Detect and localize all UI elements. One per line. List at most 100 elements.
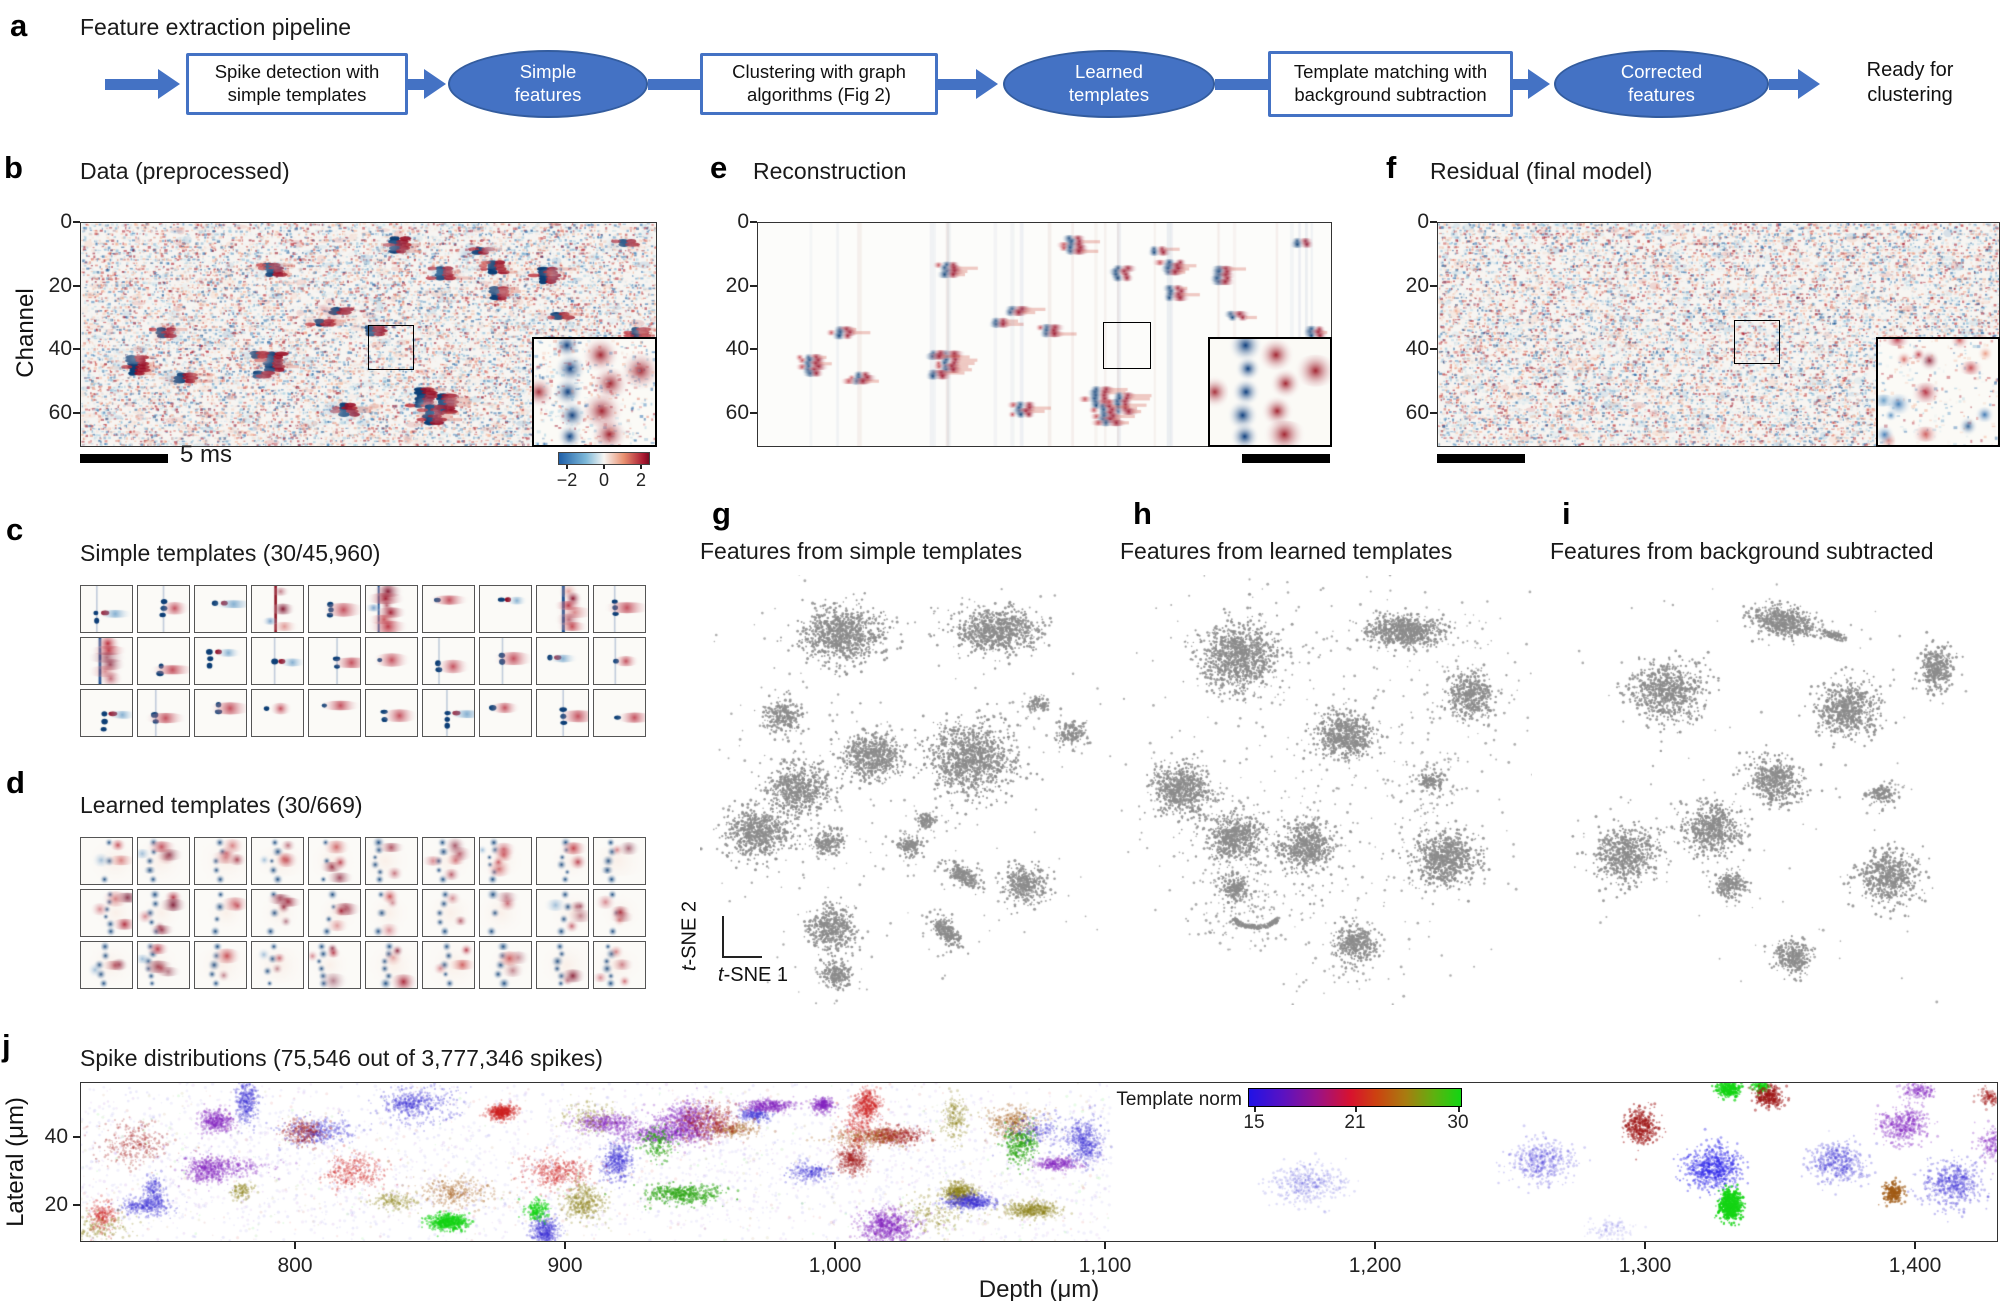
y-tickmark: [73, 221, 80, 223]
colorbar-tickmark: [1458, 1107, 1460, 1112]
y-tick: 20: [44, 1193, 68, 1216]
x-tickmark: [834, 1242, 836, 1249]
x-tick: 1,100: [1078, 1254, 1132, 1277]
pipeline-arrow-bar: [1513, 79, 1528, 90]
x-tickmark: [294, 1242, 296, 1249]
x-tick: 1,000: [808, 1254, 862, 1277]
pipeline-connector-bar: [1215, 79, 1268, 90]
template-cell: [308, 637, 361, 685]
scalebar-label: 5 ms: [180, 441, 233, 468]
y-tickmark: [73, 285, 80, 287]
template-cell: [80, 637, 133, 685]
pipeline-arrow-bar: [1769, 79, 1798, 90]
y-tickmark: [1430, 412, 1437, 414]
colorbar-tickmark: [603, 465, 605, 469]
colorbar-tickmark: [640, 465, 642, 469]
colorbar-tick: −2: [556, 470, 578, 490]
colorbar-tickmark: [1254, 1107, 1256, 1112]
x-tickmark: [1914, 1242, 1916, 1249]
tsne-scatter-background-subtracted: [1550, 575, 2000, 1005]
template-cell: [137, 837, 190, 885]
pipeline-arrowhead-icon: [424, 69, 446, 99]
template-cell: [365, 585, 418, 633]
template-cell: [365, 837, 418, 885]
y-tick: 60: [1405, 401, 1429, 424]
x-tick: 1,200: [1348, 1254, 1402, 1277]
template-cell: [251, 941, 304, 989]
y-tick: 60: [725, 401, 749, 424]
panel-h-title: Features from learned templates: [1120, 538, 1453, 564]
tsne-scatter-learned: [1120, 575, 1532, 1005]
template-cell: [194, 889, 247, 937]
panel-i-title: Features from background subtracted: [1550, 538, 1934, 564]
y-tick: 20: [48, 274, 72, 297]
template-cell: [137, 637, 190, 685]
pipeline-step-simple-features: Simple features: [448, 50, 648, 118]
panel-b-title: Data (preprocessed): [80, 158, 290, 184]
y-tickmark: [1430, 285, 1437, 287]
tsne-axis-x: [722, 956, 762, 958]
panel-e-label: e: [710, 150, 728, 185]
pipeline-connector-bar: [648, 79, 700, 90]
template-cell: [422, 689, 475, 737]
template-cell: [365, 689, 418, 737]
x-tickmark: [564, 1242, 566, 1249]
panel-c-title: Simple templates (30/45,960): [80, 540, 381, 566]
template-cell: [80, 689, 133, 737]
template-cell: [137, 585, 190, 633]
template-cell: [308, 585, 361, 633]
x-tick: 1,300: [1618, 1254, 1672, 1277]
template-cell: [80, 837, 133, 885]
panel-b-ylabel: Channel: [12, 288, 39, 378]
template-cell: [536, 689, 589, 737]
pipeline-arrowhead-icon: [1528, 69, 1550, 99]
panel-h-label: h: [1133, 496, 1152, 531]
template-cell: [536, 889, 589, 937]
panel-i-label: i: [1562, 496, 1571, 531]
template-cell: [422, 941, 475, 989]
template-cell: [536, 637, 589, 685]
x-tick: 800: [277, 1254, 313, 1277]
zoom-region-rect: [1103, 322, 1151, 369]
template-cell: [593, 637, 646, 685]
template-cell: [308, 889, 361, 937]
colorbar-tickmark: [1355, 1107, 1357, 1112]
y-tickmark: [750, 221, 757, 223]
panel-f-title: Residual (final model): [1430, 158, 1653, 184]
template-cell: [251, 889, 304, 937]
pipeline-arrowhead-icon: [1798, 69, 1820, 99]
template-cell: [479, 689, 532, 737]
y-tickmark: [73, 412, 80, 414]
panel-a-title: Feature extraction pipeline: [80, 14, 352, 40]
template-cell: [137, 889, 190, 937]
colorbar-tick: 0: [598, 470, 609, 490]
template-cell: [251, 637, 304, 685]
template-cell: [251, 837, 304, 885]
template-cell: [251, 689, 304, 737]
template-cell: [593, 941, 646, 989]
template-cell: [365, 889, 418, 937]
pipeline-arrow-bar: [408, 79, 424, 90]
colorbar-tick: 2: [635, 470, 646, 490]
spike-distribution-plot-frame: [80, 1082, 1998, 1242]
y-tickmark: [750, 412, 757, 414]
template-cell: [593, 889, 646, 937]
colorbar-b: [558, 452, 650, 465]
template-cell: [194, 585, 247, 633]
pipeline-arrowhead-icon: [158, 69, 180, 99]
y-tickmark: [73, 1136, 80, 1138]
y-tick: 40: [725, 337, 749, 360]
colorbar-tick: 15: [1243, 1112, 1265, 1133]
heatmap-inset-b: [532, 337, 657, 447]
template-cell: [593, 837, 646, 885]
panel-e-title: Reconstruction: [753, 158, 907, 184]
colorbar-tick: 30: [1447, 1112, 1469, 1133]
panel-j-ylabel: Lateral (μm): [2, 1097, 29, 1227]
pipeline-step-label: Template matching with background subtra…: [1293, 61, 1488, 105]
zoom-region-rect: [368, 325, 414, 370]
y-tickmark: [750, 285, 757, 287]
template-cell: [479, 941, 532, 989]
template-cell: [308, 941, 361, 989]
x-tick: 1,400: [1888, 1254, 1942, 1277]
panel-c-label: c: [6, 512, 24, 547]
